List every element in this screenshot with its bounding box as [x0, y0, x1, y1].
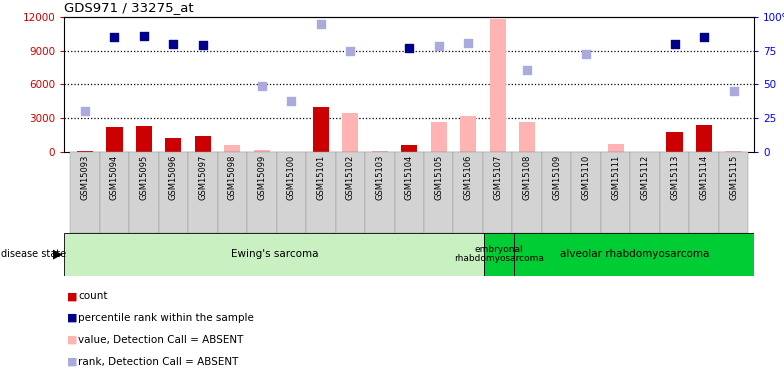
Bar: [394, 152, 424, 232]
Bar: [460, 116, 477, 152]
Text: embryonal
rhabdomyosarcoma: embryonal rhabdomyosarcoma: [454, 245, 544, 263]
Text: GSM15103: GSM15103: [376, 154, 384, 200]
Text: ■: ■: [67, 313, 77, 323]
Point: [462, 40, 474, 46]
Text: GSM15108: GSM15108: [523, 154, 532, 200]
Bar: [247, 152, 277, 232]
Point: [197, 42, 209, 48]
Text: GSM15100: GSM15100: [287, 154, 296, 200]
Bar: [372, 151, 388, 152]
Text: GSM15110: GSM15110: [582, 154, 590, 200]
Bar: [519, 122, 535, 152]
Point: [403, 45, 416, 51]
Text: GSM15111: GSM15111: [612, 154, 620, 200]
Text: GSM15105: GSM15105: [434, 154, 443, 200]
Bar: [630, 152, 660, 232]
Text: percentile rank within the sample: percentile rank within the sample: [78, 313, 254, 323]
Bar: [342, 112, 358, 152]
Text: GSM15109: GSM15109: [552, 154, 561, 200]
Text: GSM15112: GSM15112: [641, 154, 650, 200]
Point: [728, 88, 740, 94]
Text: count: count: [78, 291, 108, 301]
Bar: [194, 136, 211, 152]
Bar: [165, 138, 181, 152]
Bar: [136, 126, 152, 152]
Bar: [666, 132, 683, 152]
Text: GSM15094: GSM15094: [110, 154, 119, 200]
Text: GSM15095: GSM15095: [140, 154, 148, 200]
Point: [108, 34, 121, 40]
Bar: [306, 152, 336, 232]
Bar: [224, 145, 241, 152]
Point: [78, 108, 91, 114]
Text: GSM15096: GSM15096: [169, 154, 178, 200]
Point: [668, 41, 681, 47]
Text: GSM15104: GSM15104: [405, 154, 414, 200]
Text: rank, Detection Call = ABSENT: rank, Detection Call = ABSENT: [78, 357, 239, 366]
Bar: [158, 152, 188, 232]
Bar: [107, 127, 122, 152]
Point: [256, 82, 268, 88]
Bar: [365, 152, 394, 232]
Text: GSM15102: GSM15102: [346, 154, 355, 200]
Point: [285, 98, 298, 104]
Point: [167, 41, 180, 47]
Text: GSM15101: GSM15101: [316, 154, 325, 200]
Text: ■: ■: [67, 335, 77, 345]
Bar: [483, 152, 513, 232]
Bar: [725, 151, 742, 152]
Text: value, Detection Call = ABSENT: value, Detection Call = ABSENT: [78, 335, 244, 345]
Point: [580, 51, 593, 57]
Text: ■: ■: [67, 357, 77, 366]
Text: GSM15113: GSM15113: [670, 154, 679, 200]
Text: GSM15114: GSM15114: [699, 154, 709, 200]
Bar: [453, 152, 483, 232]
Text: GDS971 / 33275_at: GDS971 / 33275_at: [64, 2, 194, 14]
Bar: [601, 152, 630, 232]
Bar: [277, 152, 306, 232]
Bar: [401, 145, 417, 152]
Bar: [313, 107, 329, 152]
Bar: [77, 151, 93, 152]
Bar: [100, 152, 129, 232]
Text: GSM15093: GSM15093: [81, 154, 89, 200]
Bar: [719, 152, 748, 232]
Point: [138, 33, 151, 39]
Bar: [71, 152, 100, 232]
Text: Ewing's sarcoma: Ewing's sarcoma: [230, 249, 318, 259]
Point: [344, 48, 357, 54]
Bar: [572, 152, 601, 232]
Bar: [254, 150, 270, 152]
Bar: [129, 152, 158, 232]
Bar: [696, 125, 712, 152]
Bar: [489, 19, 506, 152]
Text: GSM15098: GSM15098: [228, 154, 237, 200]
Bar: [336, 152, 365, 232]
Bar: [485, 232, 514, 276]
Text: GSM15106: GSM15106: [463, 154, 473, 200]
Point: [698, 34, 710, 40]
Bar: [660, 152, 689, 232]
Bar: [542, 152, 572, 232]
Bar: [513, 152, 542, 232]
Text: GSM15099: GSM15099: [257, 154, 267, 200]
Bar: [689, 152, 719, 232]
Text: GSM15107: GSM15107: [493, 154, 503, 200]
Text: ■: ■: [67, 291, 77, 301]
Bar: [424, 152, 453, 232]
Point: [433, 43, 445, 49]
Text: GSM15097: GSM15097: [198, 154, 207, 200]
Text: alveolar rhabdomyosarcoma: alveolar rhabdomyosarcoma: [560, 249, 709, 259]
Bar: [514, 232, 754, 276]
Bar: [608, 144, 624, 152]
Bar: [218, 152, 247, 232]
Text: disease state: disease state: [1, 249, 66, 259]
Text: ▶: ▶: [53, 248, 63, 261]
Bar: [430, 122, 447, 152]
Point: [521, 67, 533, 73]
Text: GSM15115: GSM15115: [729, 154, 738, 200]
Bar: [64, 232, 485, 276]
Bar: [188, 152, 218, 232]
Point: [314, 21, 327, 27]
